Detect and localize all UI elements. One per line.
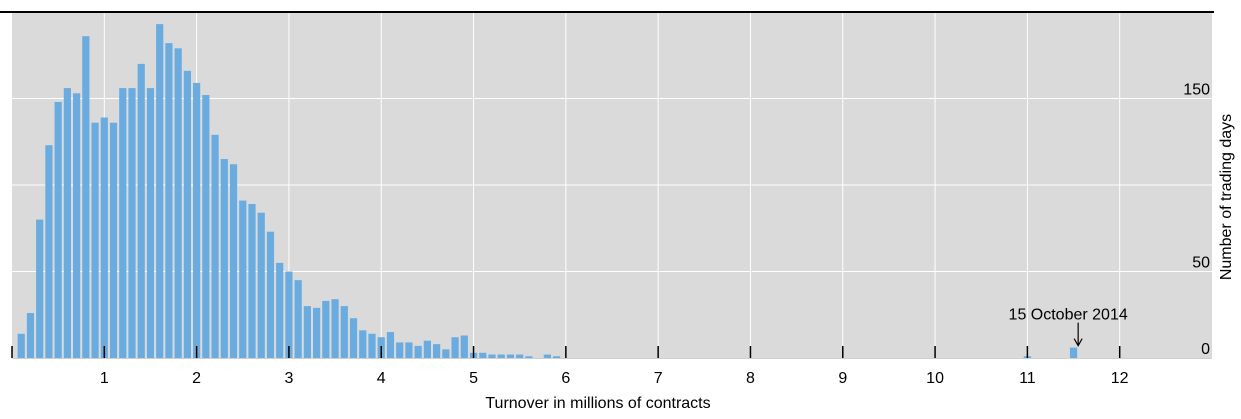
histogram-bar — [119, 88, 127, 359]
y-tick-label: 0 — [1201, 341, 1210, 358]
histogram-bar — [100, 117, 108, 358]
histogram-bar — [229, 164, 238, 358]
histogram-bar — [174, 48, 182, 359]
histogram-bar — [460, 335, 468, 358]
y-axis-ticks: 0 50 150 — [1183, 82, 1210, 359]
histogram-bar — [91, 122, 99, 358]
x-tick-label: 11 — [1019, 370, 1036, 387]
histogram-bar — [73, 93, 81, 358]
histogram-bar — [386, 332, 395, 358]
x-tick-label: 12 — [1111, 370, 1129, 387]
histogram-bar — [109, 122, 118, 358]
histogram-bar — [193, 82, 201, 359]
histogram-bar — [396, 342, 404, 358]
bars — [17, 24, 1078, 359]
histogram-bar — [17, 333, 25, 358]
histogram-bar — [54, 101, 62, 359]
histogram-bar — [313, 307, 321, 358]
histogram-bar — [63, 88, 71, 359]
y-tick-label: 50 — [1192, 255, 1210, 272]
histogram-bar — [349, 318, 358, 358]
annotations: 15 October 2014 — [1009, 307, 1128, 347]
x-tick-label: 4 — [377, 370, 386, 387]
grid-lines — [12, 12, 1212, 358]
annotation-label: 15 October 2014 — [1009, 307, 1128, 324]
histogram-bar — [294, 280, 302, 358]
x-tick-label: 9 — [838, 370, 847, 387]
histogram-bar — [331, 299, 339, 358]
histogram-bar — [1069, 347, 1078, 358]
histogram-bar — [442, 349, 450, 358]
histogram-bar — [239, 200, 247, 358]
y-axis-title: Number of trading days — [1218, 114, 1235, 280]
x-tick-label: 1 — [100, 370, 109, 387]
histogram-bar — [82, 36, 90, 358]
histogram-bar — [516, 354, 524, 358]
histogram-bar — [202, 95, 210, 358]
histogram-bar — [26, 313, 35, 358]
y-tick-label: 150 — [1183, 82, 1210, 99]
x-tick-label: 5 — [469, 370, 478, 387]
x-tick-label: 10 — [926, 370, 944, 387]
histogram-bar — [248, 204, 256, 358]
histogram-bar — [322, 300, 330, 358]
histogram-bar — [156, 24, 164, 359]
histogram-bar — [433, 344, 441, 358]
histogram-bar — [359, 330, 367, 358]
x-axis-title: Turnover in millions of contracts — [485, 395, 710, 412]
histogram-bar — [340, 306, 348, 358]
annotation-arrow-head — [1073, 338, 1083, 347]
histogram-bar — [257, 212, 265, 358]
histogram-bar — [211, 134, 219, 358]
histogram-bar — [220, 159, 228, 358]
histogram-bar — [183, 70, 191, 358]
x-tick-label: 2 — [192, 370, 201, 387]
histogram-bar — [553, 356, 561, 358]
histogram-bar — [405, 342, 413, 358]
histogram-bar — [479, 352, 487, 358]
histogram-bar — [266, 231, 275, 358]
histogram-bar — [488, 354, 496, 358]
histogram-bar — [36, 219, 44, 358]
histogram-bar — [128, 88, 136, 359]
histogram-bar — [165, 43, 173, 358]
x-axis-ticks: 1 2 3 4 5 6 7 8 9 10 11 12 — [11, 346, 1129, 387]
x-tick-label: 3 — [284, 370, 293, 387]
histogram-bar — [423, 340, 431, 358]
histogram-bar — [506, 354, 515, 358]
histogram-bar — [525, 356, 533, 358]
histogram-bar — [303, 306, 311, 358]
histogram-bar — [497, 354, 505, 358]
x-tick-label: 7 — [654, 370, 663, 387]
histogram-bar — [45, 145, 53, 358]
histogram-bar — [137, 63, 145, 359]
histogram-bar — [276, 262, 284, 358]
x-tick-label: 8 — [746, 370, 755, 387]
x-tick-label: 6 — [561, 370, 570, 387]
histogram-bar — [368, 333, 376, 358]
histogram-bar — [285, 271, 293, 358]
histogram-bar — [543, 354, 551, 358]
histogram-bar — [451, 337, 459, 358]
histogram-bar — [146, 88, 155, 359]
histogram-bar — [414, 345, 422, 358]
